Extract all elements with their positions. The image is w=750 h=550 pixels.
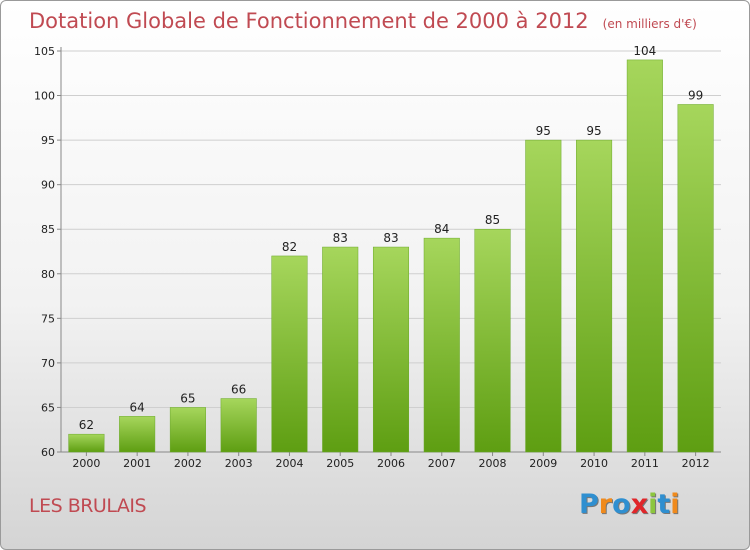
x-tick-label-2009: 2009	[529, 457, 557, 470]
value-label-2002: 65	[180, 391, 195, 405]
value-label-2001: 64	[130, 400, 145, 414]
y-tick-label: 75	[41, 312, 55, 325]
logo-letter: P	[579, 489, 599, 520]
y-tick-label: 100	[34, 90, 55, 103]
value-label-2009: 95	[536, 124, 551, 138]
x-tick-label-2012: 2012	[682, 457, 710, 470]
location-name: LES BRULAIS	[29, 495, 147, 517]
x-tick-label-2011: 2011	[631, 457, 659, 470]
value-label-2012: 99	[688, 88, 703, 102]
bar-2001	[119, 416, 156, 453]
bar-2005	[322, 246, 359, 453]
bar-2003	[220, 398, 257, 453]
y-tick-label: 85	[41, 223, 55, 236]
x-tick-label-2006: 2006	[377, 457, 405, 470]
bar-2010	[576, 139, 613, 453]
logo-letter: x	[630, 489, 649, 520]
logo-letter: o	[612, 489, 631, 520]
x-tick-label-2002: 2002	[174, 457, 202, 470]
y-tick-label: 65	[41, 401, 55, 414]
bar-2009	[525, 139, 562, 453]
value-label-2010: 95	[586, 124, 601, 138]
x-tick-label-2001: 2001	[123, 457, 151, 470]
x-tick-label-2008: 2008	[479, 457, 507, 470]
value-label-2008: 85	[485, 213, 500, 227]
y-tick-label: 70	[41, 357, 55, 370]
bar-2011	[626, 59, 663, 453]
value-label-2011: 104	[633, 44, 656, 58]
chart-title: Dotation Globale de Fonctionnement de 20…	[29, 9, 697, 33]
x-tick-label-2003: 2003	[225, 457, 253, 470]
brand-logo: Proxiti	[579, 489, 680, 520]
x-tick-label-2010: 2010	[580, 457, 608, 470]
x-tick-label-2000: 2000	[72, 457, 100, 470]
bar-2000	[68, 433, 105, 453]
value-label-2006: 83	[383, 231, 398, 245]
y-tick-label: 60	[41, 446, 55, 459]
y-tick-label: 80	[41, 268, 55, 281]
y-tick-label: 90	[41, 179, 55, 192]
x-tick-label-2007: 2007	[428, 457, 456, 470]
logo-letter: i	[648, 489, 658, 520]
chart-unit: (en milliers d'€)	[602, 17, 697, 31]
value-label-2005: 83	[333, 231, 348, 245]
bars	[68, 59, 714, 453]
logo-letter: t	[657, 489, 671, 520]
bar-2012	[677, 104, 714, 453]
bar-2004	[271, 255, 308, 453]
value-label-2003: 66	[231, 383, 246, 397]
chart-title-text: Dotation Globale de Fonctionnement de 20…	[29, 9, 589, 33]
labels: 60 65 70 75 80 85 90 95 100 105 62 2000 64 2001 65 2002…	[34, 44, 710, 470]
x-tick-label-2004: 2004	[275, 457, 303, 470]
x-tick-label-2005: 2005	[326, 457, 354, 470]
bar-2007	[423, 237, 460, 453]
y-tick-label: 105	[34, 45, 55, 58]
value-label-2004: 82	[282, 240, 297, 254]
value-label-2007: 84	[434, 222, 449, 236]
bar-2002	[169, 407, 206, 453]
bar-2008	[474, 228, 511, 453]
bar-2006	[372, 246, 410, 453]
value-label-2000: 62	[79, 418, 94, 432]
y-tick-label: 95	[41, 134, 55, 147]
logo-letter: i	[670, 489, 680, 520]
logo-letter: r	[598, 489, 613, 520]
